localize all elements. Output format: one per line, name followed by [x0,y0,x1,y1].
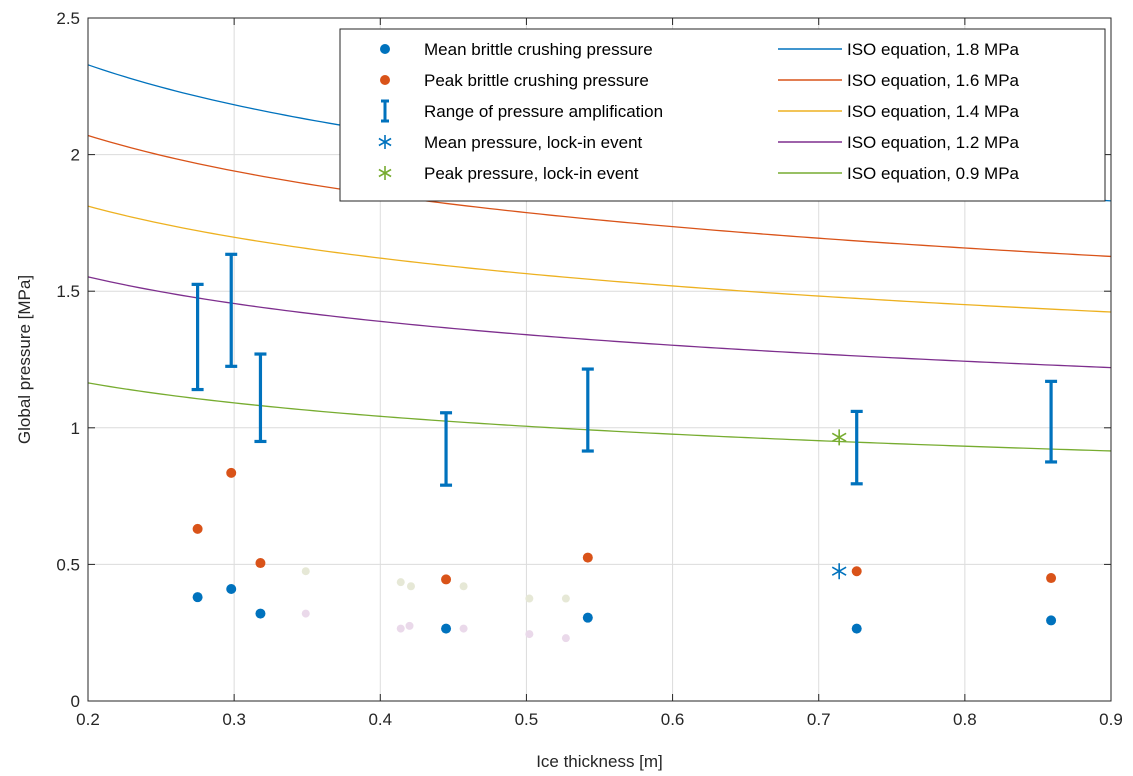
data-point [192,523,203,534]
faint-peak-point [561,594,570,603]
y-tick-label: 0.5 [56,555,80,574]
legend-marker [378,135,392,149]
lock-in-point [831,429,847,446]
faint-peak-point [406,582,415,591]
star-stroke [831,566,847,576]
legend-label: Peak brittle crushing pressure [424,71,649,90]
legend-marker [380,44,390,54]
star-stroke [378,168,392,178]
data-point [226,467,237,478]
legend-label: ISO equation, 1.2 MPa [847,133,1020,152]
plot-border [87,17,1112,702]
data-point [851,566,862,577]
data-point [192,592,203,603]
faint-peak-point [525,594,534,603]
data-point [226,583,237,594]
x-tick-label: 0.7 [807,710,831,729]
x-axis-label: Ice thickness [m] [536,752,663,771]
data-points [192,429,1057,634]
faint-mean-point [561,634,570,643]
lock-in-point [831,563,847,580]
legend-marker [378,166,392,180]
iso-line [87,205,1112,313]
legend-label: ISO equation, 1.6 MPa [847,71,1020,90]
legend-label: ISO equation, 1.8 MPa [847,40,1020,59]
axis-ticks: 0.2 0.3 0.4 0.5 0.6 0.7 0.8 0.9 0 0.5 1 1.5 2 2.5 [56,9,1122,729]
data-point [441,574,452,585]
data-point [1046,573,1057,584]
faint-mean-point [405,621,414,630]
x-tick-label: 0.2 [76,710,100,729]
iso-curves [87,64,1112,452]
y-tick-label: 0 [71,692,80,711]
star-stroke [831,432,847,443]
data-point [582,552,593,563]
iso-line [87,134,1112,258]
x-tick-label: 0.4 [368,710,392,729]
faint-mean-point [396,624,405,633]
data-point [582,612,593,623]
legend-label: Peak pressure, lock-in event [424,164,639,183]
faint-mean-point [459,624,468,633]
star-stroke [378,137,392,147]
y-tick-label: 2 [71,146,80,165]
data-point [441,623,452,634]
legend: Mean brittle crushing pressure Peak britt… [339,28,1106,202]
iso-line [87,276,1112,369]
data-point [255,558,266,569]
legend-label: ISO equation, 0.9 MPa [847,164,1020,183]
x-tick-label: 0.5 [515,710,539,729]
y-tick-label: 2.5 [56,9,80,28]
y-tick-label: 1.5 [56,282,80,301]
faint-mean-point [525,630,534,639]
faint-mean-point [301,609,310,618]
y-axis-label: Global pressure [MPa] [15,275,34,444]
legend-label: ISO equation, 1.4 MPa [847,102,1020,121]
data-point [851,623,862,634]
faint-peak-point [301,567,310,576]
data-point [1046,615,1057,626]
iso-line [87,382,1112,452]
range-bars [191,252,1058,487]
legend-label: Mean pressure, lock-in event [424,133,643,152]
x-tick-label: 0.3 [222,710,246,729]
y-tick-label: 1 [71,419,80,438]
faint-peak-point [396,578,405,587]
x-tick-label: 0.6 [661,710,685,729]
data-point [255,608,266,619]
x-tick-label: 0.9 [1099,710,1123,729]
faint-points [301,567,570,643]
x-tick-label: 0.8 [953,710,977,729]
legend-label: Range of pressure amplification [424,102,663,121]
legend-label: Mean brittle crushing pressure [424,40,653,59]
legend-marker [380,75,390,85]
legend-box [339,28,1106,202]
faint-peak-point [459,582,468,591]
